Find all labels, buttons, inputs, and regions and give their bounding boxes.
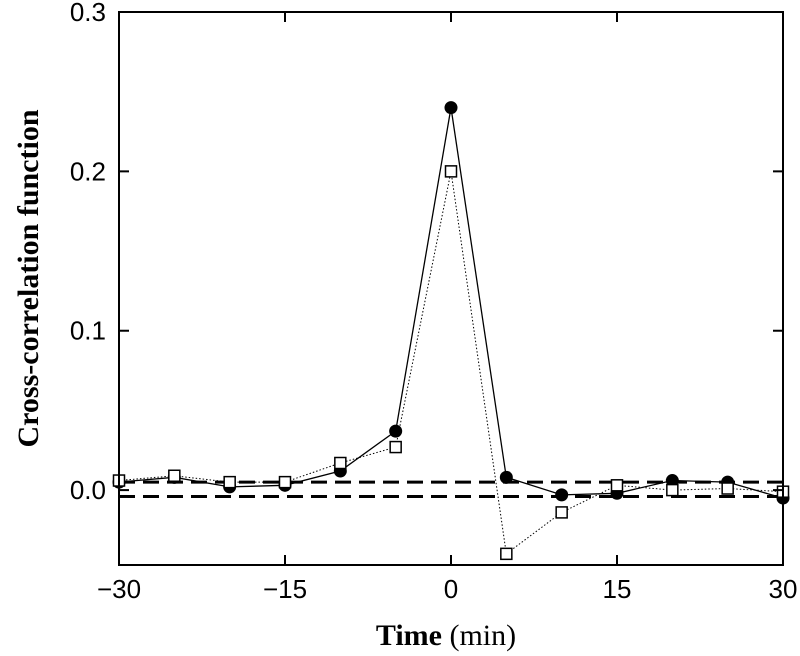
series-1-point — [666, 483, 679, 497]
x-tick-label: −15 — [263, 574, 307, 604]
x-axis-label-space — [442, 619, 450, 652]
y-tick-label: 0.3 — [70, 0, 106, 27]
series-0-point — [444, 101, 458, 115]
plot-frame — [118, 11, 784, 566]
series-1-point — [500, 547, 513, 561]
x-tick-label: 30 — [769, 574, 798, 604]
x-axis-label-unit: (min) — [449, 619, 516, 652]
series-1-point — [278, 475, 292, 489]
y-tick-label: 0.0 — [70, 475, 106, 505]
ticks: −30 −15 0 15 30 0.0 0.1 0.2 0.3 — [70, 0, 798, 604]
series-1-point — [389, 440, 402, 454]
reference-lines — [119, 480, 783, 498]
series-0-point — [665, 474, 679, 488]
series-1-point — [168, 469, 181, 483]
series-0-point — [389, 424, 403, 438]
y-tick-label: 0.1 — [70, 316, 106, 346]
series-0-point — [499, 470, 513, 484]
data-markers — [112, 101, 790, 561]
y-axis-label: Cross-correlation function — [12, 109, 45, 447]
x-axis-label-main: Time — [376, 619, 442, 652]
x-tick-label: 0 — [444, 574, 458, 604]
series-0-point — [555, 488, 569, 502]
series-1-point — [444, 165, 458, 178]
x-tick-label: −30 — [97, 574, 141, 604]
series-1-point — [610, 479, 624, 492]
series-1-point — [721, 482, 734, 495]
series-1-point — [555, 506, 568, 519]
x-tick-label: 15 — [603, 574, 632, 604]
x-axis-label: Time (min) — [376, 619, 516, 652]
series-1-point — [334, 456, 347, 470]
series-1-point — [223, 475, 236, 489]
y-tick-label: 0.2 — [70, 156, 106, 186]
